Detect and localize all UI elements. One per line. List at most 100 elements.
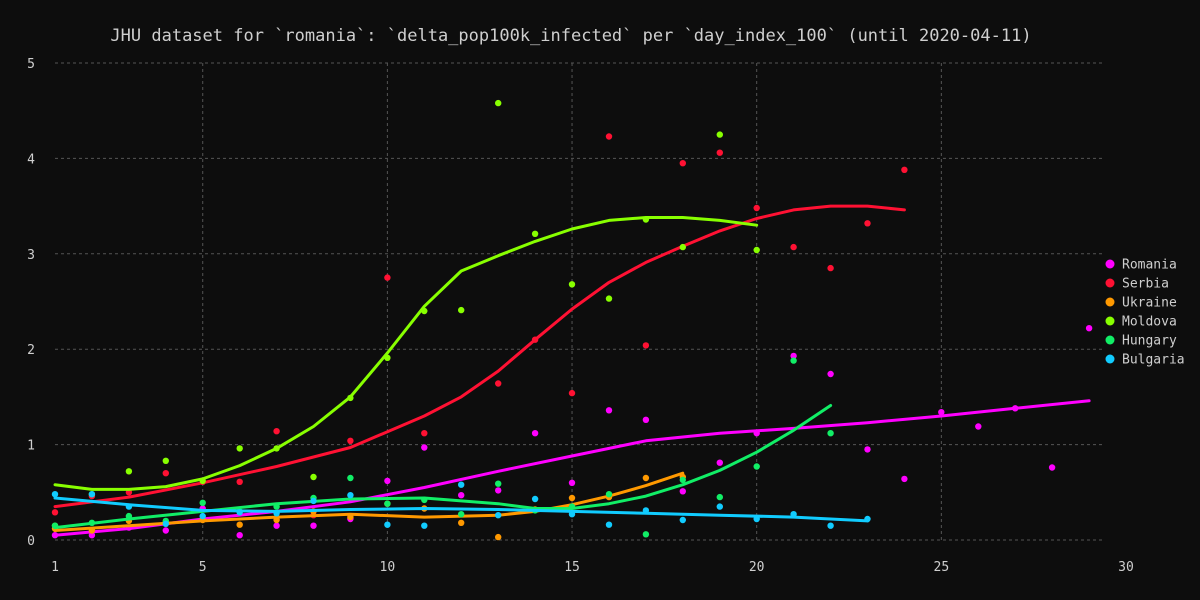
chart-title: JHU dataset for `romania`: `delta_pop100…: [110, 26, 1031, 46]
data-point-romania: [679, 488, 686, 495]
data-point-bulgaria: [642, 507, 650, 514]
trend-line-ukraine: [53, 471, 685, 532]
data-point-bulgaria: [125, 503, 133, 510]
data-point-hungary: [347, 474, 354, 482]
data-point-romania: [273, 522, 280, 529]
data-point-serbia: [162, 470, 169, 477]
data-point-hungary: [88, 519, 96, 526]
legend-marker: [1105, 297, 1115, 307]
data-point-romania: [495, 487, 502, 494]
data-point-romania: [384, 477, 391, 485]
x-tick-label: 10: [380, 560, 396, 575]
x-tick-label: 30: [1118, 560, 1134, 575]
data-point-hungary: [495, 480, 502, 487]
legend: Romania Serbia Ukraine Moldova Hungary Bulgar…: [1105, 258, 1185, 368]
data-point-romania: [1085, 325, 1093, 332]
data-point-romania: [421, 444, 428, 451]
trend-line-serbia: [53, 204, 906, 509]
data-point-hungary: [125, 512, 133, 520]
data-point-bulgaria: [273, 510, 280, 517]
data-point-serbia: [827, 264, 834, 272]
y-tick-label: 5: [27, 57, 35, 72]
data-point-serbia: [273, 428, 280, 435]
legend-item-hungary: Hungary: [1105, 334, 1177, 349]
data-point-ukraine: [642, 474, 650, 482]
data-point-ukraine: [273, 516, 280, 524]
series-layer: [51, 99, 1093, 541]
data-point-hungary: [384, 500, 391, 507]
y-tick-label: 2: [27, 343, 35, 358]
data-point-romania: [236, 532, 243, 539]
data-point-romania: [51, 532, 59, 539]
data-point-bulgaria: [531, 495, 539, 503]
data-point-hungary: [679, 476, 686, 484]
series-hungary: [51, 357, 834, 538]
data-point-hungary: [642, 531, 650, 538]
data-point-bulgaria: [605, 521, 613, 528]
x-axis-ticks: 1 5 10 15 20 25 30: [51, 560, 1134, 575]
data-point-bulgaria: [421, 522, 428, 529]
data-point-ukraine: [495, 533, 502, 541]
data-point-bulgaria: [347, 492, 354, 499]
data-point-romania: [864, 446, 871, 453]
data-point-hungary: [199, 499, 206, 506]
data-point-moldova: [236, 445, 243, 452]
data-point-serbia: [236, 478, 243, 485]
data-point-hungary: [716, 493, 723, 501]
data-point-moldova: [273, 445, 280, 452]
data-point-moldova: [162, 457, 169, 464]
legend-item-ukraine: Ukraine: [1105, 296, 1177, 311]
series-bulgaria: [51, 481, 871, 529]
data-point-ukraine: [88, 527, 96, 534]
data-point-romania: [605, 407, 613, 414]
data-point-hungary: [605, 491, 613, 498]
legend-label: Romania: [1122, 258, 1177, 273]
y-tick-label: 3: [27, 248, 35, 263]
y-axis-ticks: 0 1 2 3 4 5: [27, 57, 35, 549]
legend-label: Bulgaria: [1122, 353, 1185, 368]
data-point-romania: [162, 527, 169, 534]
data-point-moldova: [347, 394, 354, 402]
series-romania: [51, 325, 1093, 539]
data-point-romania: [716, 459, 723, 466]
legend-label: Hungary: [1122, 334, 1177, 349]
y-tick-label: 4: [27, 152, 35, 167]
data-point-romania: [1048, 464, 1056, 471]
data-point-serbia: [642, 342, 650, 349]
data-point-moldova: [125, 468, 133, 475]
data-point-serbia: [51, 509, 59, 516]
legend-marker: [1105, 259, 1115, 269]
data-point-romania: [753, 430, 760, 437]
data-point-moldova: [458, 306, 465, 314]
data-point-romania: [827, 370, 834, 378]
legend-label: Ukraine: [1122, 296, 1177, 311]
legend-item-serbia: Serbia: [1105, 277, 1169, 292]
trend-line-moldova: [53, 216, 759, 491]
data-point-hungary: [568, 503, 576, 510]
data-point-serbia: [384, 274, 391, 281]
series-serbia: [51, 133, 908, 519]
data-point-bulgaria: [716, 503, 723, 510]
data-point-romania: [790, 352, 797, 360]
data-point-moldova: [679, 243, 686, 251]
data-point-romania: [1012, 405, 1019, 412]
trend-line-romania: [53, 399, 1091, 537]
data-point-moldova: [568, 281, 576, 288]
data-point-serbia: [605, 133, 613, 140]
legend-marker: [1105, 335, 1115, 345]
x-tick-label: 20: [749, 560, 765, 575]
data-point-serbia: [753, 204, 760, 212]
legend-marker: [1105, 354, 1115, 364]
trend-line-bulgaria: [53, 496, 869, 523]
x-tick-label: 1: [51, 560, 59, 575]
legend-label: Moldova: [1122, 315, 1177, 330]
data-point-moldova: [753, 246, 760, 254]
data-point-romania: [901, 475, 908, 483]
data-point-romania: [531, 430, 539, 437]
legend-item-bulgaria: Bulgaria: [1105, 353, 1185, 368]
trend-line-hungary: [53, 404, 833, 530]
data-point-serbia: [901, 166, 908, 173]
data-point-ukraine: [347, 513, 354, 521]
data-point-hungary: [421, 496, 428, 504]
data-point-bulgaria: [753, 515, 760, 523]
